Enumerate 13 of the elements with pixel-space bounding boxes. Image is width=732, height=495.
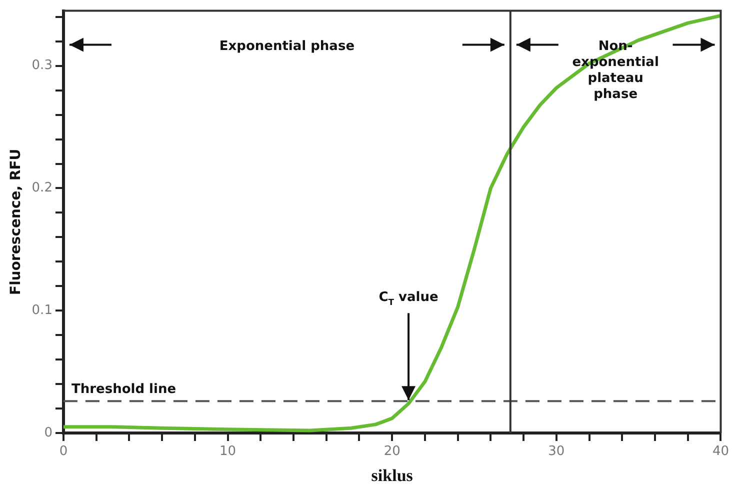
- ref-line-label: Threshold line: [71, 382, 176, 398]
- x-tick-label: 30: [548, 444, 565, 460]
- annotation: Exponential phase: [219, 38, 355, 54]
- y-tick-label: 0.3: [32, 58, 52, 74]
- x-tick-label: 10: [220, 444, 236, 460]
- x-axis-title: siklus: [371, 466, 414, 486]
- x-tick-label: 40: [712, 444, 729, 460]
- x-tick-label: 20: [384, 444, 400, 460]
- y-axis-title: Fluorescence, RFU: [8, 148, 24, 295]
- x-tick-label: 0: [59, 444, 68, 460]
- y-tick-label: 0.2: [32, 180, 52, 196]
- y-tick-label: 0.1: [32, 303, 52, 318]
- y-tick-label: 0: [44, 425, 52, 440]
